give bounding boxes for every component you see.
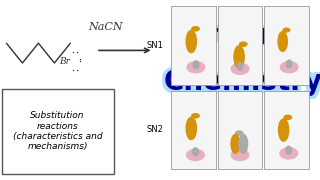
Text: Chemistry: Chemistry — [164, 68, 320, 96]
Ellipse shape — [231, 149, 249, 161]
Ellipse shape — [278, 31, 287, 51]
Bar — [171, 6, 216, 85]
Bar — [264, 6, 309, 85]
Ellipse shape — [231, 63, 249, 74]
Text: Organic: Organic — [182, 19, 304, 48]
Text: Chemistry: Chemistry — [167, 66, 320, 94]
Bar — [218, 6, 262, 85]
Text: Chemistry: Chemistry — [160, 66, 320, 94]
Ellipse shape — [193, 61, 199, 69]
Ellipse shape — [239, 134, 248, 153]
Ellipse shape — [193, 148, 198, 156]
Text: Chemistry: Chemistry — [160, 68, 320, 96]
Text: Chemistry: Chemistry — [167, 68, 320, 96]
Text: Substitution
reactions
(characteristics and
mechanisms): Substitution reactions (characteristics … — [13, 111, 102, 152]
Text: SN2: SN2 — [146, 125, 163, 134]
Ellipse shape — [280, 62, 298, 73]
Ellipse shape — [234, 46, 244, 68]
Ellipse shape — [280, 148, 298, 159]
Text: NaCN: NaCN — [88, 22, 123, 32]
Circle shape — [236, 131, 243, 135]
Ellipse shape — [186, 30, 196, 53]
Text: Chemistry: Chemistry — [164, 66, 320, 94]
Ellipse shape — [231, 134, 240, 153]
Circle shape — [236, 131, 242, 135]
Circle shape — [283, 28, 290, 32]
Circle shape — [192, 114, 199, 118]
Circle shape — [240, 42, 247, 46]
Ellipse shape — [187, 62, 205, 73]
Text: Chemistry: Chemistry — [164, 68, 320, 96]
Text: Organic: Organic — [182, 24, 304, 52]
Ellipse shape — [237, 62, 243, 70]
Text: Organic: Organic — [179, 24, 301, 52]
Text: Organic: Organic — [186, 19, 307, 48]
Bar — [171, 91, 216, 169]
Ellipse shape — [286, 146, 292, 154]
Circle shape — [192, 27, 199, 31]
Text: Organic: Organic — [179, 19, 301, 48]
Text: Br: Br — [59, 57, 70, 66]
Text: Chemistry: Chemistry — [164, 71, 320, 99]
Text: Organic: Organic — [182, 22, 304, 50]
Text: Chemistry: Chemistry — [167, 71, 320, 99]
FancyBboxPatch shape — [2, 89, 114, 174]
Text: Organic: Organic — [182, 22, 304, 50]
Ellipse shape — [278, 119, 289, 141]
Bar — [264, 91, 309, 169]
Bar — [218, 91, 262, 169]
Text: Chemistry: Chemistry — [160, 71, 320, 99]
Text: Organic: Organic — [186, 24, 307, 52]
Circle shape — [284, 115, 292, 120]
Text: SN1: SN1 — [146, 40, 163, 50]
Text: Organic: Organic — [186, 22, 307, 50]
Text: Organic: Organic — [179, 22, 301, 50]
Ellipse shape — [186, 117, 196, 140]
Ellipse shape — [286, 60, 292, 68]
Ellipse shape — [187, 149, 204, 161]
